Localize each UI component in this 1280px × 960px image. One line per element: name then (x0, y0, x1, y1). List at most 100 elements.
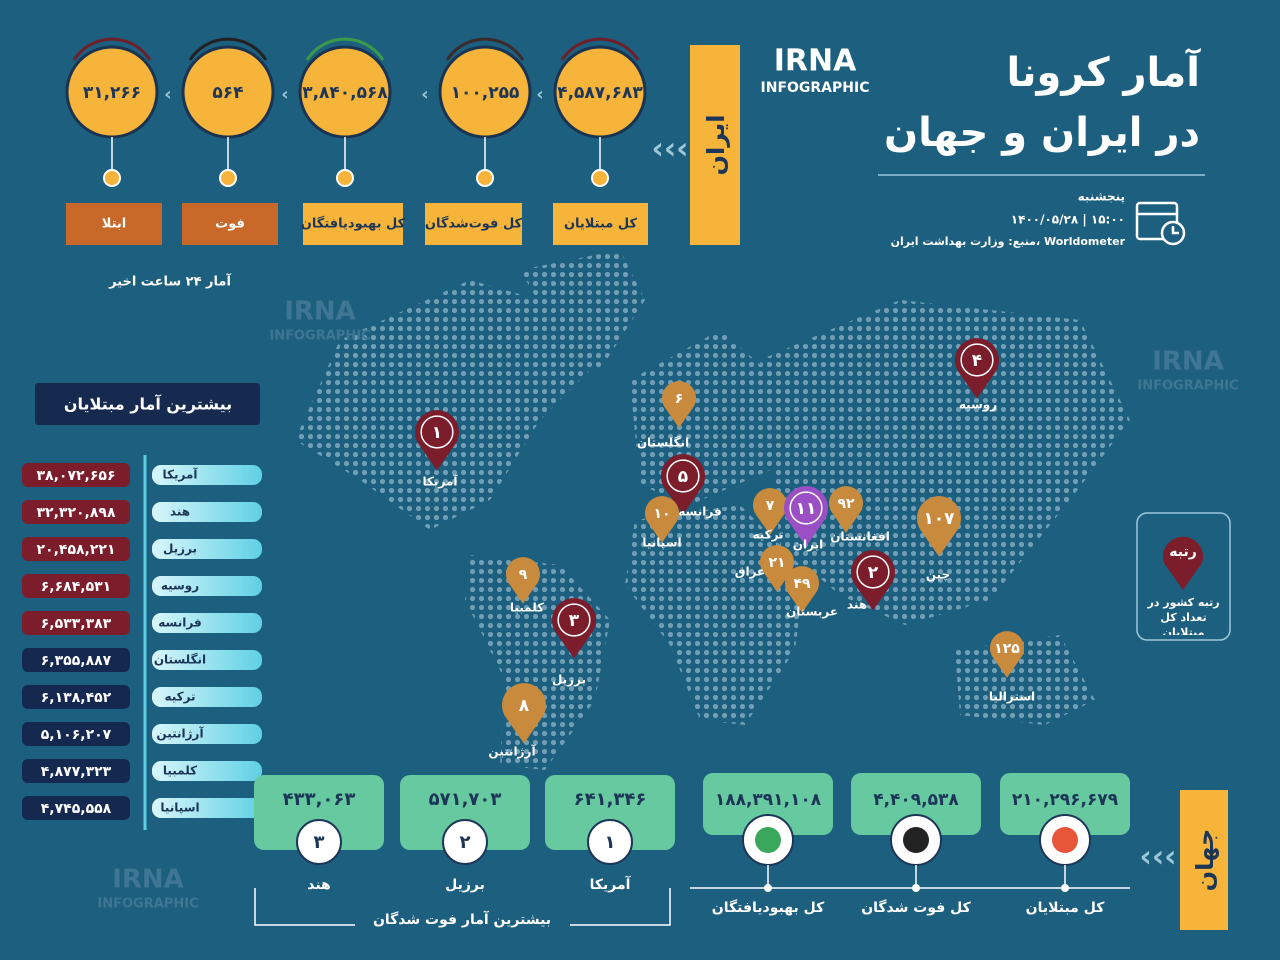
day: پنجشنبه (1078, 190, 1125, 204)
top-cases-title: بیشترین آمار مبتلایان (64, 394, 232, 414)
death-country: آمریکا (590, 875, 632, 893)
country-bar (152, 761, 262, 781)
case-value: ۶,۱۳۸,۴۵۲ (41, 690, 112, 706)
stat-label-box (553, 203, 648, 245)
country-bar (152, 613, 262, 633)
case-country: انگلستان (154, 653, 206, 667)
pin-ring (666, 459, 700, 493)
country-bar (152, 724, 262, 744)
stat-dot (103, 169, 121, 187)
stat-dot (476, 169, 494, 187)
world-tag (1180, 790, 1228, 930)
map-pin (760, 545, 794, 592)
world-label: کل مبتلایان (1026, 900, 1106, 916)
pin-ring (856, 555, 890, 589)
chevron: ‹ (421, 84, 428, 105)
iran-label: ایران (702, 115, 730, 176)
world-icon-core (755, 827, 781, 853)
pin-rank: ۶ (675, 391, 684, 407)
value-badge (22, 759, 130, 783)
pin-rank: ۹ (519, 567, 528, 583)
stat-value: ۳,۸۴۰,۵۶۸ (302, 83, 388, 103)
gauge-arc (72, 37, 152, 61)
world-icon-core (1052, 827, 1078, 853)
stat-label-box (66, 203, 162, 245)
map-pin (850, 550, 895, 611)
death-rank-circle (442, 819, 488, 865)
case-value: ۶,۵۳۳,۳۸۳ (41, 616, 112, 632)
death-country: هند (307, 877, 331, 893)
world-card (1000, 773, 1130, 835)
title-line-2: در ایران و جهان (884, 110, 1200, 156)
case-value: ۳۲,۳۲۰,۸۹۸ (37, 505, 116, 521)
map-pin (502, 683, 546, 744)
chevron: ‹ (164, 84, 171, 105)
case-country: کلمبیا (163, 764, 197, 778)
pin-country: ایران (793, 538, 823, 552)
gauge-arc (560, 37, 640, 61)
case-country: فرانسه (158, 616, 201, 630)
chevrons: ‹‹‹ (651, 132, 688, 167)
logo: IRNA (774, 44, 857, 79)
pin-rank: ۵ (678, 467, 688, 487)
value-badge (22, 500, 130, 524)
world-label: کل بهبودیافتگان (712, 899, 825, 916)
death-rank-circle (296, 819, 342, 865)
pin-rank: ۸ (519, 696, 530, 716)
world-dot (912, 884, 920, 892)
value-badge (22, 722, 130, 746)
top-cases-title-box (35, 383, 260, 425)
value-badge (22, 463, 130, 487)
stat-label: کل مبتلایان (564, 217, 638, 232)
chevrons: ‹‹‹ (1139, 840, 1176, 875)
case-value: ۴,۸۷۷,۳۲۳ (41, 764, 112, 780)
case-value: ۶,۳۵۵,۸۸۷ (41, 653, 112, 669)
stat-label: ابتلا (102, 217, 127, 232)
death-rank: ۱ (605, 832, 616, 853)
pin-country: برزیل (552, 673, 586, 687)
stat-value: ۳۱,۲۶۶ (83, 83, 141, 103)
top-deaths-title: بیشترین آمار فوت شدگان (373, 910, 551, 928)
value-badge (22, 611, 130, 635)
map-pin (662, 381, 696, 428)
map-pin (552, 598, 596, 659)
world-dot (764, 884, 772, 892)
map-pin (784, 486, 829, 547)
death-value: ۴۳۳,۰۶۳ (283, 789, 356, 810)
world-value: ۲۱۰,۲۹۶,۶۷۹ (1012, 790, 1119, 810)
country-bar (152, 798, 262, 818)
world-label: کل فوت شدگان (861, 899, 971, 916)
case-country: روسیه (161, 579, 199, 594)
world-card (703, 773, 833, 835)
case-value: ۳۸,۰۷۲,۶۵۶ (37, 468, 116, 484)
watermark-sub: INFOGRAPHIC (1137, 379, 1238, 394)
stat-label: کل بهبودیافتگان (301, 216, 406, 232)
pin-country: چین (926, 568, 950, 582)
stat-label-box (303, 203, 403, 245)
watermark: IRNA (112, 865, 184, 895)
case-country: آمریکا (163, 467, 199, 482)
stat-value: ۱۰۰,۲۵۵ (451, 83, 520, 103)
death-country: برزیل (445, 877, 485, 893)
country-bar (152, 502, 262, 522)
gauge-arc (305, 37, 385, 61)
legend-box (1136, 512, 1231, 641)
pin-rank: ۱۱ (796, 499, 817, 519)
stat-label: کل فوت‌شدگان (425, 216, 523, 232)
stat-dot (219, 169, 237, 187)
deaths-title-bg (355, 908, 570, 932)
map-pin (661, 454, 705, 515)
death-rank: ۲ (460, 832, 471, 853)
gauge-arc (188, 37, 268, 61)
death-rank-circle (587, 819, 633, 865)
case-value: ۵,۱۰۶,۲۰۷ (41, 727, 112, 743)
world-card (851, 773, 981, 835)
pin-country: اسپانیا (642, 536, 681, 550)
pin-country: عربستان (786, 605, 838, 619)
death-value: ۵۷۱,۷۰۳ (429, 789, 502, 810)
stat-label-box (182, 203, 278, 245)
chevron: ‹ (536, 84, 543, 105)
map-pin (505, 557, 540, 604)
